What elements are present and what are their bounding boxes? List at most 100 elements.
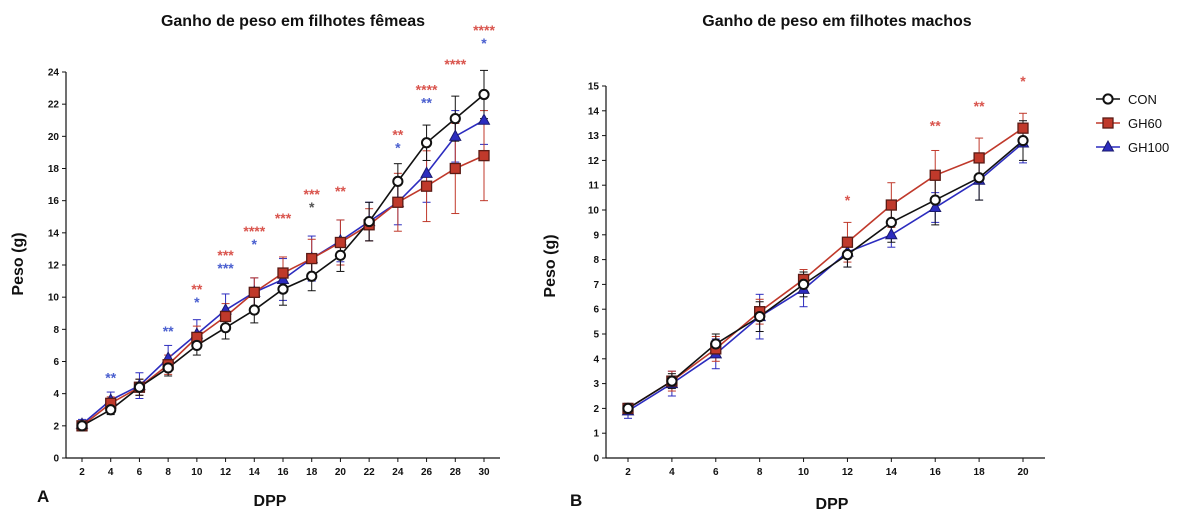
significance-label: **** [473, 22, 495, 38]
y-tick-label: 24 [48, 68, 60, 79]
y-tick-label: 4 [593, 354, 599, 365]
x-tick-label: 22 [364, 467, 376, 478]
legend: CON GH60 GH100 [1096, 92, 1169, 155]
y-tick-label: 11 [588, 181, 599, 192]
data-point-gh60 [334, 236, 347, 249]
y-tick-label: 3 [593, 379, 599, 390]
y-tick-label: 12 [48, 261, 60, 272]
legend-marker-gh60 [1102, 117, 1114, 129]
x-tick-label: 16 [930, 467, 942, 478]
data-point-con [449, 113, 461, 125]
y-tick-label: 14 [588, 106, 600, 117]
data-point-gh100 [477, 113, 491, 125]
x-tick-label: 20 [1017, 467, 1029, 478]
x-tick-label: 6 [713, 467, 719, 478]
data-point-gh60 [277, 267, 289, 279]
significance-label: ** [163, 323, 174, 339]
x-tick-label: 18 [306, 467, 318, 478]
significance-label: * [481, 35, 487, 51]
data-point-gh100 [448, 129, 462, 141]
data-point-gh60 [973, 152, 985, 164]
y-tick-label: 0 [593, 454, 599, 465]
significance-label: * [309, 199, 315, 215]
data-point-con [622, 402, 634, 414]
data-point-con [797, 278, 810, 290]
data-point-con [306, 270, 318, 282]
significance-label: * [252, 236, 258, 252]
data-point-con [191, 339, 203, 352]
data-point-con [666, 375, 678, 387]
significance-label: * [395, 140, 401, 156]
legend-marker-con [1102, 93, 1114, 105]
data-point-con [133, 381, 146, 393]
x-tick-label: 12 [220, 467, 232, 478]
data-point-con [277, 283, 289, 295]
significance-label: *** [217, 247, 234, 263]
x-tick-label: 10 [191, 467, 203, 478]
y-tick-label: 22 [48, 100, 60, 111]
x-tick-label: 14 [249, 467, 261, 478]
y-tick-label: 4 [53, 389, 59, 400]
x-tick-label: 28 [450, 467, 462, 478]
data-point-con [885, 216, 897, 228]
x-tick-label: 16 [277, 467, 289, 478]
significance-label: ** [421, 95, 432, 111]
data-point-con [248, 304, 260, 316]
data-point-gh60 [929, 169, 941, 181]
data-point-gh60 [1017, 122, 1029, 134]
data-point-con [841, 249, 854, 261]
y-tick-label: 20 [48, 132, 60, 143]
y-tick-label: 9 [593, 230, 599, 241]
y-tick-label: 6 [53, 357, 59, 368]
x-tick-label: 6 [137, 467, 143, 478]
significance-label: *** [217, 260, 234, 276]
y-tick-label: 0 [53, 454, 59, 465]
legend-label-con: CON [1128, 92, 1157, 107]
data-point-gh60 [478, 149, 490, 162]
x-tick-label: 4 [108, 467, 114, 478]
y-tick-label: 2 [593, 404, 599, 415]
series-line-gh60 [627, 127, 1024, 410]
panel-b-xlabel: DPP [816, 496, 849, 513]
data-point-con [76, 420, 88, 432]
legend-marker-gh100 [1101, 139, 1115, 152]
y-tick-label: 15 [588, 82, 600, 93]
significance-label: ** [974, 98, 985, 114]
data-point-gh60 [248, 286, 260, 298]
y-tick-label: 2 [53, 421, 59, 432]
y-tick-label: 12 [588, 156, 600, 167]
significance-label: *** [304, 186, 321, 202]
y-tick-label: 6 [593, 305, 599, 316]
significance-label: * [194, 294, 200, 310]
significance-label: **** [444, 56, 466, 72]
significance-label: * [1020, 73, 1026, 89]
panel-b-letter: B [570, 491, 582, 510]
significance-label: ** [930, 118, 941, 134]
data-point-con [1017, 134, 1029, 147]
data-point-con [973, 172, 985, 184]
x-tick-label: 2 [79, 467, 85, 478]
significance-label: ** [105, 369, 116, 385]
data-point-gh60 [841, 236, 854, 248]
data-point-con [929, 194, 941, 206]
x-tick-label: 8 [757, 467, 763, 478]
y-tick-label: 8 [53, 325, 59, 336]
y-tick-label: 5 [593, 330, 599, 341]
data-point-gh60 [392, 196, 404, 208]
x-tick-label: 2 [625, 467, 631, 478]
significance-label: * [845, 192, 851, 208]
data-point-con [478, 88, 490, 101]
x-tick-label: 14 [886, 467, 898, 478]
y-tick-label: 18 [48, 164, 60, 175]
panel-b-ylabel: Peso (g) [542, 234, 559, 297]
legend-label-gh60: GH60 [1128, 116, 1162, 131]
y-tick-label: 10 [588, 206, 600, 217]
x-tick-label: 10 [798, 467, 810, 478]
x-tick-label: 26 [421, 467, 433, 478]
y-tick-label: 16 [48, 196, 60, 207]
panel-a-letter: A [37, 487, 49, 506]
y-tick-label: 7 [593, 280, 599, 291]
